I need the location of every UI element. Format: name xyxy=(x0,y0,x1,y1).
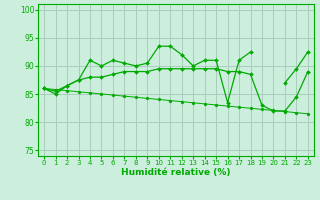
X-axis label: Humidité relative (%): Humidité relative (%) xyxy=(121,168,231,177)
